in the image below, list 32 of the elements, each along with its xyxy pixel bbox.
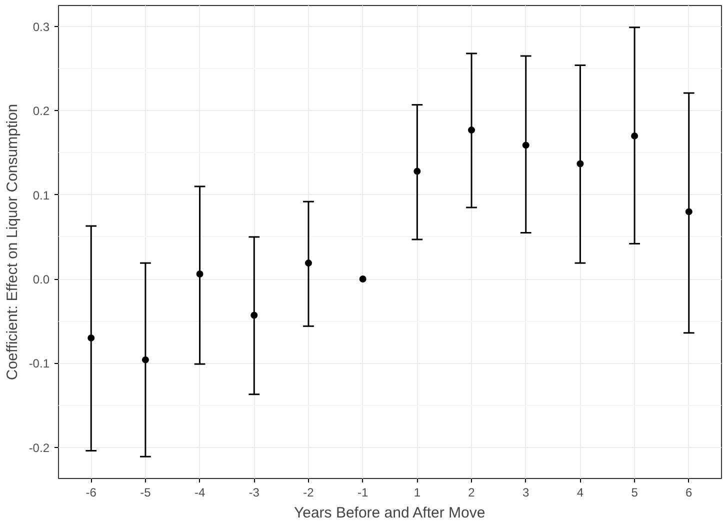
point <box>685 208 692 216</box>
x-tick-label: -1 <box>357 486 368 500</box>
x-tick-label: -4 <box>194 486 206 500</box>
x-tick-label: -5 <box>140 486 152 500</box>
x-tick-label: 2 <box>468 486 476 500</box>
y-tick-label: -0.2 <box>28 440 50 455</box>
y-tick-label: 0.2 <box>32 104 50 118</box>
x-tick-label: -6 <box>86 486 97 500</box>
point <box>468 126 476 134</box>
x-tick-label: 3 <box>522 486 530 500</box>
y-axis-title: Coefficient: Effect on Liquor Consumption <box>4 104 21 380</box>
point <box>250 312 258 319</box>
point <box>88 334 95 342</box>
x-tick-label: 5 <box>631 486 638 500</box>
point <box>631 132 638 140</box>
y-tick-label: 0.1 <box>32 188 50 202</box>
point <box>576 160 584 168</box>
point <box>359 276 366 283</box>
x-tick-label: -3 <box>248 486 260 500</box>
y-tick-label: -0.1 <box>28 356 50 371</box>
x-axis-title: Years Before and After Move <box>294 504 486 522</box>
x-tick-label: 4 <box>576 486 584 500</box>
point <box>142 356 149 364</box>
y-tick-label: 0.0 <box>32 272 50 287</box>
x-tick-label: 6 <box>686 486 693 500</box>
point <box>414 168 421 175</box>
x-tick-label: 1 <box>414 486 421 500</box>
point <box>522 142 530 149</box>
y-tick-label: 0.3 <box>32 20 50 34</box>
point <box>304 260 312 267</box>
x-tick-label: -2 <box>303 486 314 500</box>
point <box>196 270 204 278</box>
